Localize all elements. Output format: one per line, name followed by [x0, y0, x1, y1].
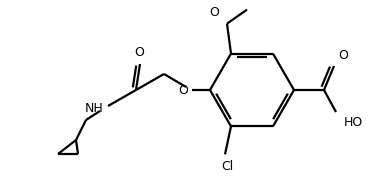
- Text: NH: NH: [85, 102, 104, 115]
- Text: Cl: Cl: [221, 160, 233, 173]
- Text: O: O: [209, 6, 219, 19]
- Text: O: O: [338, 49, 348, 62]
- Text: HO: HO: [344, 116, 363, 129]
- Text: O: O: [178, 84, 188, 97]
- Text: O: O: [134, 46, 144, 59]
